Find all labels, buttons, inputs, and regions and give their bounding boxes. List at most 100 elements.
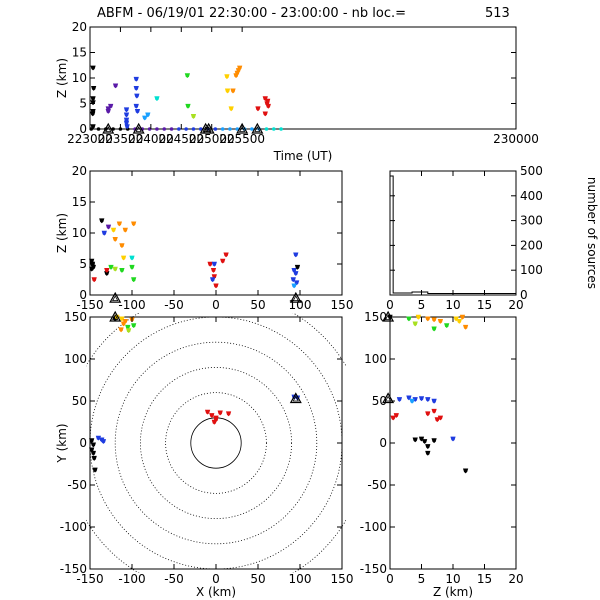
y-tick-label: 5 xyxy=(79,257,87,271)
chart-marks xyxy=(389,175,517,295)
baseline-mark xyxy=(220,127,225,131)
baseline-mark xyxy=(177,127,181,131)
y-tick-label: -50 xyxy=(367,478,387,492)
data-point xyxy=(291,283,297,289)
x-tick-label: 225500 xyxy=(219,132,265,146)
data-point xyxy=(119,243,125,248)
y-tick-label: 0 xyxy=(520,288,528,302)
y-tick-label: -150 xyxy=(60,562,87,576)
data-point xyxy=(431,317,437,323)
histogram-outline xyxy=(389,175,517,295)
y-tick-label: 300 xyxy=(520,214,543,228)
data-point xyxy=(90,450,96,456)
y-tick-label: 15 xyxy=(72,46,87,60)
data-point xyxy=(124,124,130,130)
x-tick-label: 225000 xyxy=(189,132,235,146)
data-point xyxy=(422,439,428,444)
data-point xyxy=(184,73,190,79)
x-tick-label: 224000 xyxy=(128,132,174,146)
plot-frame xyxy=(89,316,343,570)
data-point xyxy=(104,271,110,276)
range-ring xyxy=(114,341,318,545)
data-point xyxy=(90,96,96,101)
baseline-mark xyxy=(169,127,174,131)
y-tick-label: 10 xyxy=(72,226,87,240)
station-triangle xyxy=(236,122,249,134)
x-tick-label: -100 xyxy=(118,298,145,312)
x-tick-label: 100 xyxy=(289,298,312,312)
data-point xyxy=(217,410,223,416)
x-tick-label: -150 xyxy=(76,572,103,586)
station-triangle xyxy=(251,122,264,134)
x-tick-label: 15 xyxy=(477,298,492,312)
data-point xyxy=(437,319,443,324)
station-triangle xyxy=(202,122,215,134)
data-point xyxy=(92,467,98,473)
data-point xyxy=(123,112,130,118)
y-tick-label: 150 xyxy=(364,310,387,324)
y-tick-label: 5 xyxy=(79,97,87,111)
baseline-mark xyxy=(279,127,283,131)
data-point xyxy=(105,224,112,230)
marks-body xyxy=(86,313,346,573)
data-point xyxy=(131,221,137,227)
data-point xyxy=(110,227,117,233)
x-tick-label: 0 xyxy=(212,572,220,586)
data-point xyxy=(91,277,97,283)
data-point xyxy=(450,436,456,442)
y-tick-label: 50 xyxy=(372,394,387,408)
data-point xyxy=(108,103,114,109)
x-tick-label: 224500 xyxy=(158,132,204,146)
y-tick-label: 50 xyxy=(72,394,87,408)
baseline-mark xyxy=(96,127,101,131)
marks-body xyxy=(389,175,517,295)
x-axis-label: X (km) xyxy=(196,585,236,599)
y-tick-label: 100 xyxy=(364,352,387,366)
chart-marks xyxy=(86,310,346,573)
station-triangle-inner xyxy=(105,126,112,132)
data-point xyxy=(265,98,271,104)
data-point xyxy=(211,419,217,425)
data-point xyxy=(105,108,111,114)
data-point xyxy=(425,316,431,322)
plan-view-panel: -150 -100 -50 0 50 100 150 -150 -100 -50 0 50 100 150… xyxy=(55,310,353,599)
y-tick-label: 15 xyxy=(72,195,87,209)
y-tick-label: 20 xyxy=(72,20,87,34)
figure-title: ABFM - 06/19/01 22:30:00 - 23:00:00 - nb… xyxy=(97,6,406,21)
data-point xyxy=(90,111,96,117)
y-tick-label: 200 xyxy=(520,238,543,252)
x-tick-label: 0 xyxy=(212,298,220,312)
data-point xyxy=(456,319,462,324)
y-axis-label: Z (km) xyxy=(55,213,69,253)
data-point xyxy=(209,413,215,418)
data-point xyxy=(131,277,137,283)
data-point xyxy=(185,103,191,109)
data-point xyxy=(133,76,139,82)
x-tick-label: 50 xyxy=(250,298,265,312)
station-triangle-inner xyxy=(238,126,246,132)
data-point xyxy=(406,316,412,322)
data-point xyxy=(133,103,139,109)
data-point xyxy=(89,266,95,272)
data-point xyxy=(121,321,127,327)
y-tick-label: -100 xyxy=(60,520,87,534)
x-axis-label: Z (km) xyxy=(433,585,473,599)
data-point xyxy=(89,438,95,444)
baseline-mark xyxy=(228,127,232,131)
data-point xyxy=(133,86,139,91)
data-point xyxy=(294,264,301,270)
data-point xyxy=(220,258,226,264)
data-point xyxy=(396,397,403,402)
data-point xyxy=(99,218,105,224)
data-point xyxy=(112,237,118,242)
range-ring xyxy=(165,392,267,494)
data-point xyxy=(119,268,125,273)
data-point xyxy=(210,277,216,283)
y-tick-label: -50 xyxy=(67,478,87,492)
x-tick-label: 223000 xyxy=(67,132,113,146)
data-point xyxy=(224,74,230,80)
y-tick-label: 10 xyxy=(72,71,87,85)
data-point xyxy=(91,86,97,91)
